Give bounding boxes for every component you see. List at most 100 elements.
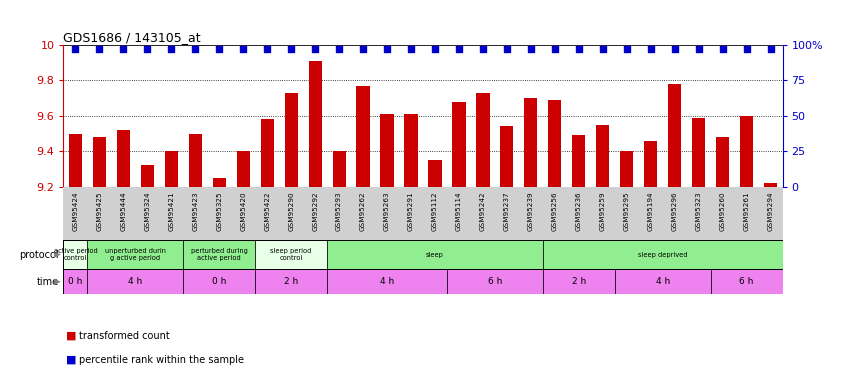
Bar	[500, 126, 514, 187]
Text: percentile rank within the sample: percentile rank within the sample	[79, 355, 244, 365]
Point	[404, 46, 418, 52]
Text: 2 h: 2 h	[284, 278, 299, 286]
Bar	[447, 269, 543, 294]
Text: GSM95242: GSM95242	[480, 191, 486, 231]
Bar	[572, 135, 585, 187]
Bar	[261, 119, 274, 187]
Text: GSM95444: GSM95444	[120, 191, 126, 231]
Text: time: time	[36, 277, 58, 287]
Point	[308, 46, 321, 52]
Bar	[620, 151, 634, 187]
Bar	[255, 240, 327, 269]
Point	[428, 46, 442, 52]
Text: GSM95261: GSM95261	[744, 191, 750, 231]
Text: GSM95421: GSM95421	[168, 191, 174, 231]
Text: GSM95425: GSM95425	[96, 191, 102, 231]
Text: sleep period
control: sleep period control	[271, 248, 312, 261]
Bar	[692, 118, 706, 187]
Bar	[140, 165, 154, 187]
Point	[381, 46, 394, 52]
Text: GSM95294: GSM95294	[767, 191, 773, 231]
Bar	[543, 269, 615, 294]
Point	[764, 46, 777, 52]
Bar	[255, 269, 327, 294]
Bar	[543, 240, 783, 269]
Bar	[596, 124, 609, 187]
Text: GSM95259: GSM95259	[600, 191, 606, 231]
Point	[189, 46, 202, 52]
Point	[261, 46, 274, 52]
Point	[212, 46, 226, 52]
Text: GSM95239: GSM95239	[528, 191, 534, 231]
Bar	[327, 240, 543, 269]
Text: GSM95236: GSM95236	[576, 191, 582, 231]
Point	[117, 46, 130, 52]
Bar	[476, 93, 490, 187]
Bar	[165, 151, 178, 187]
Point	[140, 46, 154, 52]
Text: GSM95237: GSM95237	[504, 191, 510, 231]
Point	[69, 46, 82, 52]
Text: 0 h: 0 h	[212, 278, 227, 286]
Point	[596, 46, 609, 52]
Text: GSM95256: GSM95256	[552, 191, 558, 231]
Point	[716, 46, 729, 52]
Bar	[404, 114, 418, 187]
Text: unperturbed durin
g active period: unperturbed durin g active period	[105, 248, 166, 261]
Point	[740, 46, 754, 52]
Point	[620, 46, 634, 52]
Text: 6 h: 6 h	[739, 278, 754, 286]
Text: active period
control: active period control	[53, 248, 97, 261]
Text: GSM95296: GSM95296	[672, 191, 678, 231]
Bar	[764, 183, 777, 187]
Point	[332, 46, 346, 52]
Point	[356, 46, 370, 52]
Text: GSM95291: GSM95291	[408, 191, 414, 231]
Bar	[716, 137, 729, 187]
Bar	[309, 61, 321, 187]
Text: sleep: sleep	[426, 252, 444, 258]
Point	[476, 46, 490, 52]
Text: ■: ■	[66, 331, 76, 340]
Bar	[69, 134, 82, 187]
Bar	[63, 240, 87, 269]
Bar	[237, 151, 250, 187]
Bar	[740, 116, 753, 187]
Text: GSM95292: GSM95292	[312, 191, 318, 231]
Point	[92, 46, 106, 52]
Bar	[381, 114, 393, 187]
Bar	[87, 269, 184, 294]
Text: GSM95293: GSM95293	[336, 191, 342, 231]
Bar	[63, 269, 87, 294]
Bar	[212, 178, 226, 187]
Text: 4 h: 4 h	[656, 278, 670, 286]
Text: 0 h: 0 h	[69, 278, 83, 286]
Text: GSM95114: GSM95114	[456, 191, 462, 231]
Text: GSM95194: GSM95194	[648, 191, 654, 231]
Bar	[615, 269, 711, 294]
Text: GSM95422: GSM95422	[264, 191, 270, 231]
Text: transformed count: transformed count	[79, 331, 169, 340]
Text: GSM95325: GSM95325	[217, 191, 222, 231]
Point	[548, 46, 562, 52]
Text: GSM95295: GSM95295	[624, 191, 629, 231]
Bar	[525, 98, 537, 187]
Text: 6 h: 6 h	[488, 278, 502, 286]
Text: 4 h: 4 h	[380, 278, 394, 286]
Text: GSM95424: GSM95424	[73, 191, 79, 231]
Point	[572, 46, 585, 52]
Bar	[184, 269, 255, 294]
Text: GDS1686 / 143105_at: GDS1686 / 143105_at	[63, 31, 201, 44]
Point	[500, 46, 514, 52]
Text: 2 h: 2 h	[572, 278, 586, 286]
Text: GSM95112: GSM95112	[432, 191, 438, 231]
Bar	[189, 134, 202, 187]
Text: GSM95423: GSM95423	[192, 191, 198, 231]
Text: sleep deprived: sleep deprived	[638, 252, 688, 258]
Point	[692, 46, 706, 52]
Bar	[117, 130, 130, 187]
Point	[644, 46, 657, 52]
Bar	[644, 141, 657, 187]
Text: GSM95323: GSM95323	[695, 191, 701, 231]
Text: ■: ■	[66, 355, 76, 365]
